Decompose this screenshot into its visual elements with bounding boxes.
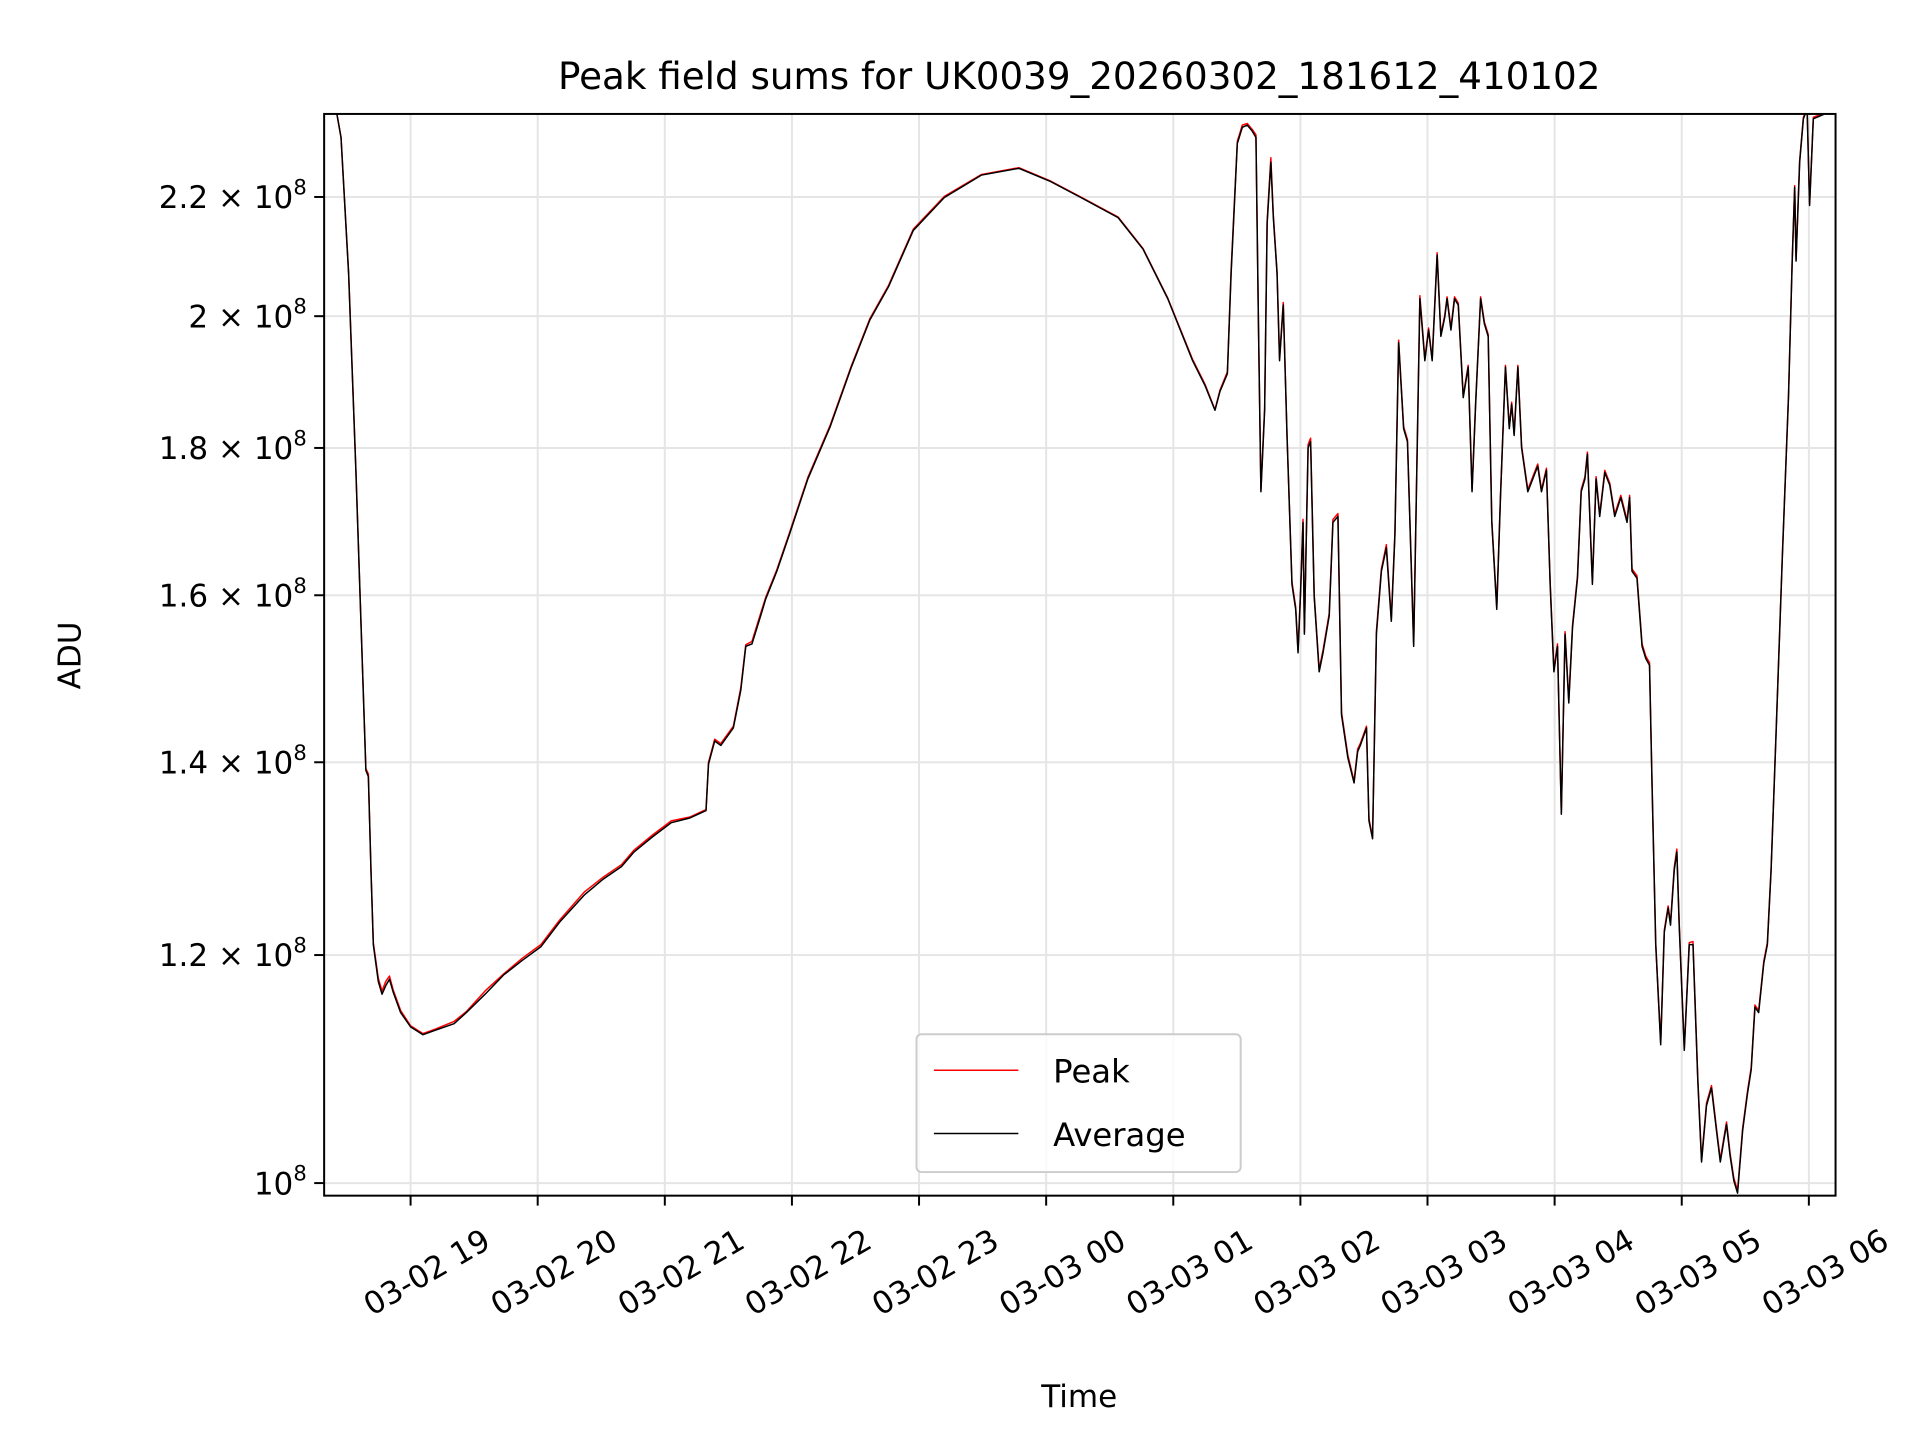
grid	[324, 113, 1836, 1196]
chart-title: Peak field sums for UK0039_20260302_1816…	[558, 54, 1600, 98]
y-tick-base: 1.6 × 10	[159, 578, 294, 614]
series-line-average	[336, 113, 1827, 1194]
y-tick-exponent: 8	[293, 933, 306, 958]
y-tick-exponent: 8	[293, 1161, 306, 1186]
x-axis-label: Time	[1040, 1379, 1117, 1415]
y-tick-exponent: 8	[293, 174, 306, 199]
y-tick-label: 1.6 × 108	[159, 573, 307, 615]
y-tick-label: 1.8 × 108	[159, 425, 307, 467]
series-lines	[336, 113, 1827, 1194]
legend: Peak Average	[915, 1033, 1242, 1174]
y-tick-base: 1.8 × 10	[159, 431, 294, 467]
y-tick-base: 1.2 × 10	[159, 938, 294, 974]
legend-box	[915, 1033, 1242, 1174]
y-axis-label: ADU	[53, 621, 89, 689]
y-tick-base: 2 × 10	[188, 299, 293, 335]
y-tick-label: 108	[254, 1161, 307, 1203]
y-tick-exponent: 8	[293, 573, 306, 598]
plot-frame	[323, 112, 1837, 1197]
y-tick-exponent: 8	[293, 425, 306, 450]
y-tick-label: 1.2 × 108	[159, 933, 307, 975]
y-tick-base: 1.4 × 10	[159, 745, 294, 781]
y-tick-label: 2.2 × 108	[159, 174, 307, 216]
y-tick-exponent: 8	[293, 294, 306, 319]
y-tick-base: 2.2 × 10	[159, 180, 294, 216]
y-tick-base: 10	[254, 1166, 294, 1202]
y-tick-label: 2 × 108	[188, 294, 306, 336]
legend-label-peak: Peak	[1053, 1053, 1130, 1091]
y-tick-label: 1.4 × 108	[159, 740, 307, 782]
legend-label-average: Average	[1053, 1116, 1186, 1154]
y-tick-exponent: 8	[293, 740, 306, 765]
